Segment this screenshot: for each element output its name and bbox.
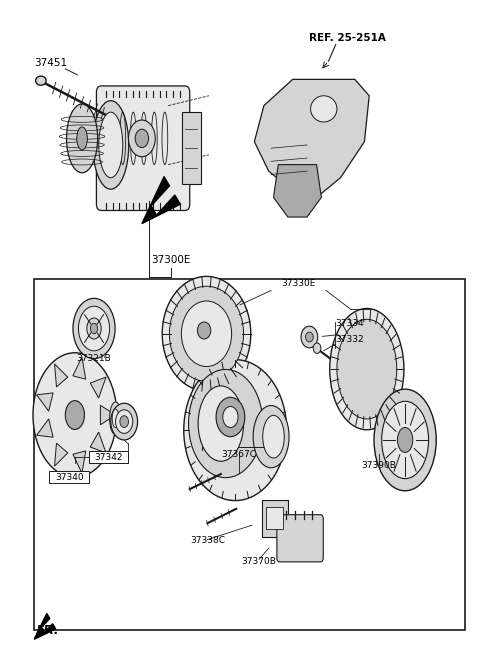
FancyArrow shape: [142, 177, 180, 223]
Text: REF. 25-251A: REF. 25-251A: [309, 34, 386, 43]
Circle shape: [223, 407, 238, 428]
Text: 37332: 37332: [336, 335, 364, 344]
Text: 37330E: 37330E: [281, 279, 315, 288]
Circle shape: [129, 120, 156, 157]
Polygon shape: [90, 377, 106, 398]
Text: 37334: 37334: [336, 319, 364, 328]
Ellipse shape: [306, 332, 313, 342]
Text: 37321B: 37321B: [77, 353, 111, 363]
Bar: [262, 500, 288, 537]
Circle shape: [313, 343, 321, 353]
Ellipse shape: [162, 277, 251, 391]
Polygon shape: [254, 79, 369, 197]
Circle shape: [216, 397, 245, 437]
Polygon shape: [36, 419, 53, 437]
Ellipse shape: [67, 104, 97, 173]
Ellipse shape: [73, 298, 115, 359]
Text: 37367C: 37367C: [222, 451, 256, 459]
Ellipse shape: [33, 353, 117, 478]
Ellipse shape: [90, 323, 97, 334]
Ellipse shape: [77, 127, 87, 150]
Ellipse shape: [112, 409, 119, 428]
FancyArrow shape: [34, 614, 56, 639]
Circle shape: [120, 416, 129, 428]
FancyBboxPatch shape: [277, 514, 323, 562]
Text: FR.: FR.: [36, 623, 59, 637]
Text: 37300E: 37300E: [151, 255, 190, 265]
Ellipse shape: [78, 306, 109, 351]
Ellipse shape: [263, 415, 284, 458]
Bar: [89, 451, 128, 463]
Ellipse shape: [99, 112, 123, 177]
Ellipse shape: [198, 386, 243, 461]
Polygon shape: [100, 405, 116, 425]
Bar: [48, 471, 89, 483]
Ellipse shape: [109, 402, 121, 435]
Ellipse shape: [253, 405, 289, 468]
Circle shape: [111, 403, 138, 440]
Polygon shape: [55, 364, 68, 387]
Polygon shape: [90, 432, 106, 453]
Ellipse shape: [143, 104, 184, 206]
FancyBboxPatch shape: [96, 86, 190, 210]
Ellipse shape: [301, 327, 318, 348]
Ellipse shape: [184, 359, 287, 501]
Circle shape: [135, 129, 149, 148]
Polygon shape: [55, 443, 68, 466]
Ellipse shape: [65, 401, 84, 430]
Ellipse shape: [36, 76, 46, 85]
Circle shape: [116, 410, 133, 434]
Text: 37340: 37340: [55, 473, 84, 482]
Ellipse shape: [311, 96, 337, 122]
Ellipse shape: [181, 301, 232, 367]
Text: 37370B: 37370B: [242, 557, 276, 566]
Text: 37390B: 37390B: [361, 461, 396, 470]
Ellipse shape: [382, 401, 429, 479]
Bar: [181, 112, 201, 184]
Ellipse shape: [169, 286, 243, 381]
Polygon shape: [73, 451, 86, 473]
Text: 37342: 37342: [94, 453, 122, 463]
Ellipse shape: [197, 322, 211, 339]
Polygon shape: [274, 165, 322, 217]
Ellipse shape: [87, 318, 101, 339]
Ellipse shape: [189, 369, 263, 478]
Bar: [266, 507, 283, 529]
Ellipse shape: [397, 428, 413, 453]
Ellipse shape: [93, 101, 129, 189]
Polygon shape: [73, 357, 86, 379]
Bar: [34, 279, 465, 630]
Polygon shape: [36, 393, 53, 411]
Ellipse shape: [374, 389, 436, 491]
Text: 37451: 37451: [35, 58, 68, 68]
Ellipse shape: [337, 319, 397, 419]
Text: 37338C: 37338C: [190, 536, 225, 545]
Ellipse shape: [330, 309, 404, 430]
